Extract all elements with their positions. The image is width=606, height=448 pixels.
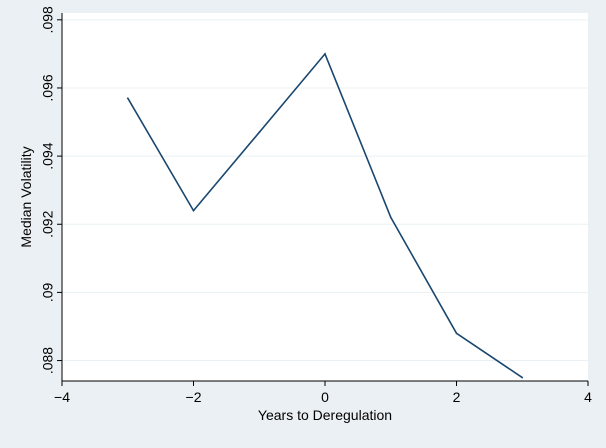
data-point (192, 209, 195, 212)
y-tick-label: .088 (40, 347, 56, 374)
plot-area (62, 13, 588, 381)
y-tick-label: .092 (40, 210, 56, 237)
data-point (324, 53, 326, 55)
y-tick-label: .09 (40, 282, 56, 302)
data-point (455, 332, 458, 335)
data-point (258, 131, 261, 134)
grid-lines (62, 19, 588, 362)
x-tick-label: −4 (54, 389, 70, 405)
x-tick-label: 2 (453, 389, 461, 405)
x-tick-label: 4 (584, 389, 592, 405)
y-tick-label: .094 (40, 142, 56, 169)
x-tick-label: 0 (321, 389, 329, 405)
y-tick-label: .098 (40, 6, 56, 33)
data-point (126, 97, 129, 99)
y-tick-label: .096 (40, 74, 56, 101)
x-axis-ticks: −4 −2 0 2 4 (54, 381, 592, 405)
y-axis-ticks: .088 .09 .092 .094 .096 .098 (40, 6, 62, 374)
data-point (389, 216, 392, 219)
series-layer (126, 52, 524, 379)
x-axis-label: Years to Deregulation (258, 407, 392, 423)
data-point (521, 376, 524, 379)
y-axis-label: Median Volatility (18, 146, 34, 247)
x-tick-label: −2 (186, 389, 202, 405)
